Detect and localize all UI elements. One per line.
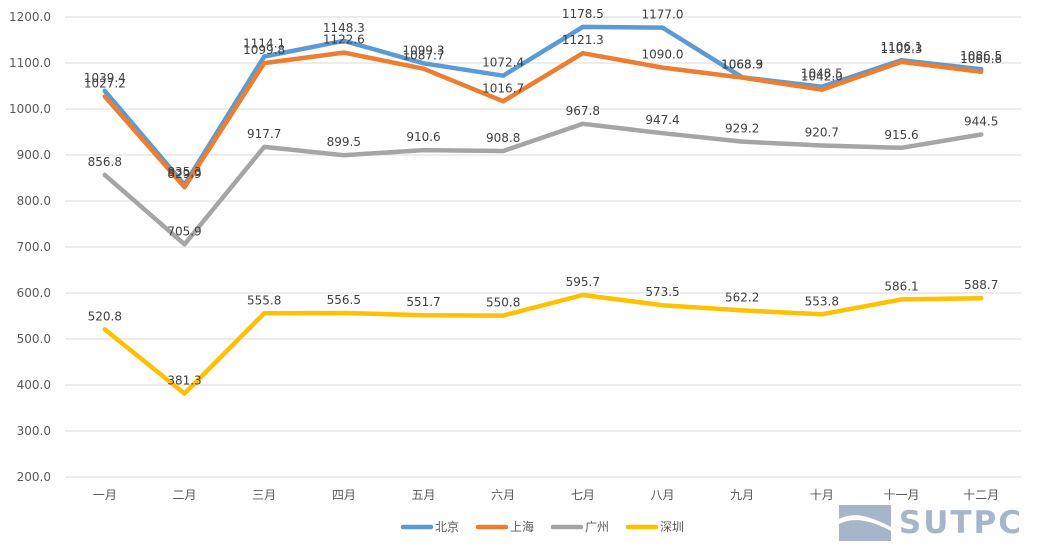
- y-tick-label: 700.0: [17, 240, 51, 254]
- legend-label: 上海: [510, 519, 534, 534]
- x-tick-label: 三月: [252, 488, 276, 502]
- series-lines: [102, 24, 984, 396]
- legend-item: 上海: [475, 519, 534, 534]
- data-label: 856.8: [88, 155, 122, 169]
- data-label: 920.7: [805, 125, 839, 139]
- y-tick-label: 1200.0: [9, 10, 51, 24]
- logo-wave-icon: [838, 505, 891, 541]
- data-label: 555.8: [247, 293, 281, 307]
- y-tick-label: 1000.0: [9, 102, 51, 116]
- data-label: 1178.5: [562, 7, 604, 21]
- data-label: 1039.4: [84, 71, 126, 85]
- data-label: 1099.8: [243, 43, 285, 57]
- x-tick-label: 四月: [332, 488, 356, 502]
- data-label: 1016.7: [482, 81, 524, 95]
- x-tick-label: 七月: [571, 488, 595, 502]
- x-tick-label: 十月: [810, 488, 834, 502]
- data-label: 588.7: [964, 278, 998, 292]
- data-label: 556.5: [327, 293, 361, 307]
- data-label: 595.7: [566, 275, 600, 289]
- data-label: 1102.3: [881, 42, 923, 56]
- y-tick-label: 400.0: [17, 378, 51, 392]
- legend-label: 北京: [435, 520, 459, 534]
- y-tick-label: 500.0: [17, 332, 51, 346]
- x-tick-label: 十二月: [963, 488, 999, 502]
- data-label: 947.4: [645, 113, 679, 127]
- data-label: 550.8: [486, 296, 520, 310]
- legend-item: 广州: [550, 520, 609, 534]
- watermark-text: SUTPC: [898, 505, 1023, 541]
- data-labels: 1039.4 835.3 1114.1 1148.3 1099.3 1072.4 1178.…: [84, 7, 1002, 388]
- data-label: 381.3: [167, 374, 201, 388]
- x-tick-label: 十一月: [883, 488, 919, 502]
- data-label: 915.6: [884, 128, 918, 142]
- data-label: 967.8: [566, 104, 600, 118]
- data-label: 929.2: [725, 122, 759, 136]
- x-tick-label: 五月: [411, 488, 435, 502]
- y-tick-label: 300.0: [17, 424, 51, 438]
- series-line-2: [102, 50, 984, 190]
- y-tick-label: 600.0: [17, 286, 51, 300]
- data-label: 1086.5: [960, 49, 1002, 63]
- legend: 北京 上海 广州 深圳: [400, 519, 684, 534]
- gridlines: [65, 16, 1021, 478]
- data-label: 1114.1: [243, 37, 285, 51]
- legend-item: 深圳: [625, 520, 684, 534]
- y-tick-label: 200.0: [17, 470, 51, 484]
- x-tick-label: 八月: [650, 488, 674, 502]
- data-label: 829.9: [167, 167, 201, 181]
- data-label: 1087.7: [403, 49, 445, 63]
- series-line-4: [102, 292, 984, 396]
- data-label: 1122.6: [323, 33, 365, 47]
- data-label: 1090.0: [642, 48, 684, 62]
- data-label: 1027.2: [84, 76, 126, 90]
- data-label: 835.3: [167, 165, 201, 179]
- legend-label: 深圳: [660, 520, 684, 534]
- data-label: 944.5: [964, 115, 998, 129]
- data-label: 1068.3: [721, 58, 763, 72]
- data-label: 1121.3: [562, 33, 604, 47]
- x-tick-label: 一月: [93, 488, 117, 502]
- x-tick-label: 六月: [491, 488, 515, 502]
- y-tick-label: 900.0: [17, 148, 51, 162]
- data-label: 1177.0: [642, 8, 684, 22]
- y-axis: 200.0 300.0 400.0 500.0 600.0 700.0 800.0 900.0…: [9, 10, 51, 484]
- data-label: 1042.0: [801, 70, 843, 84]
- legend-label: 广州: [585, 520, 609, 534]
- data-label: 1048.5: [801, 67, 843, 81]
- data-label: 562.2: [725, 290, 759, 304]
- data-label: 908.8: [486, 131, 520, 145]
- data-label: 586.1: [884, 279, 918, 293]
- data-label: 899.5: [327, 135, 361, 149]
- y-tick-label: 1100.0: [9, 56, 51, 70]
- data-label: 1068.9: [721, 57, 763, 71]
- sutpc-logo: SUTPC: [838, 505, 1023, 541]
- data-label: 910.6: [406, 130, 440, 144]
- series-line-3: [102, 121, 984, 247]
- x-tick-label: 二月: [172, 488, 196, 502]
- x-tick-label: 九月: [730, 488, 754, 502]
- data-label: 553.8: [805, 294, 839, 308]
- data-label: 1106.1: [881, 40, 923, 54]
- data-label: 1099.3: [403, 43, 445, 57]
- data-label: 551.7: [406, 295, 440, 309]
- data-label: 1148.3: [323, 21, 365, 35]
- legend-item: 北京: [400, 520, 459, 534]
- series-line-1: [102, 24, 984, 188]
- y-tick-label: 800.0: [17, 194, 51, 208]
- data-label: 573.5: [645, 285, 679, 299]
- data-label: 917.7: [247, 127, 281, 141]
- data-label: 520.8: [88, 309, 122, 323]
- data-label: 1072.4: [482, 56, 524, 70]
- x-axis: 一月 二月 三月 四月 五月 六月 七月 八月 九月 十月 十一月 十二月: [93, 488, 999, 502]
- data-label: 705.9: [167, 224, 201, 238]
- data-label: 1080.8: [960, 52, 1002, 66]
